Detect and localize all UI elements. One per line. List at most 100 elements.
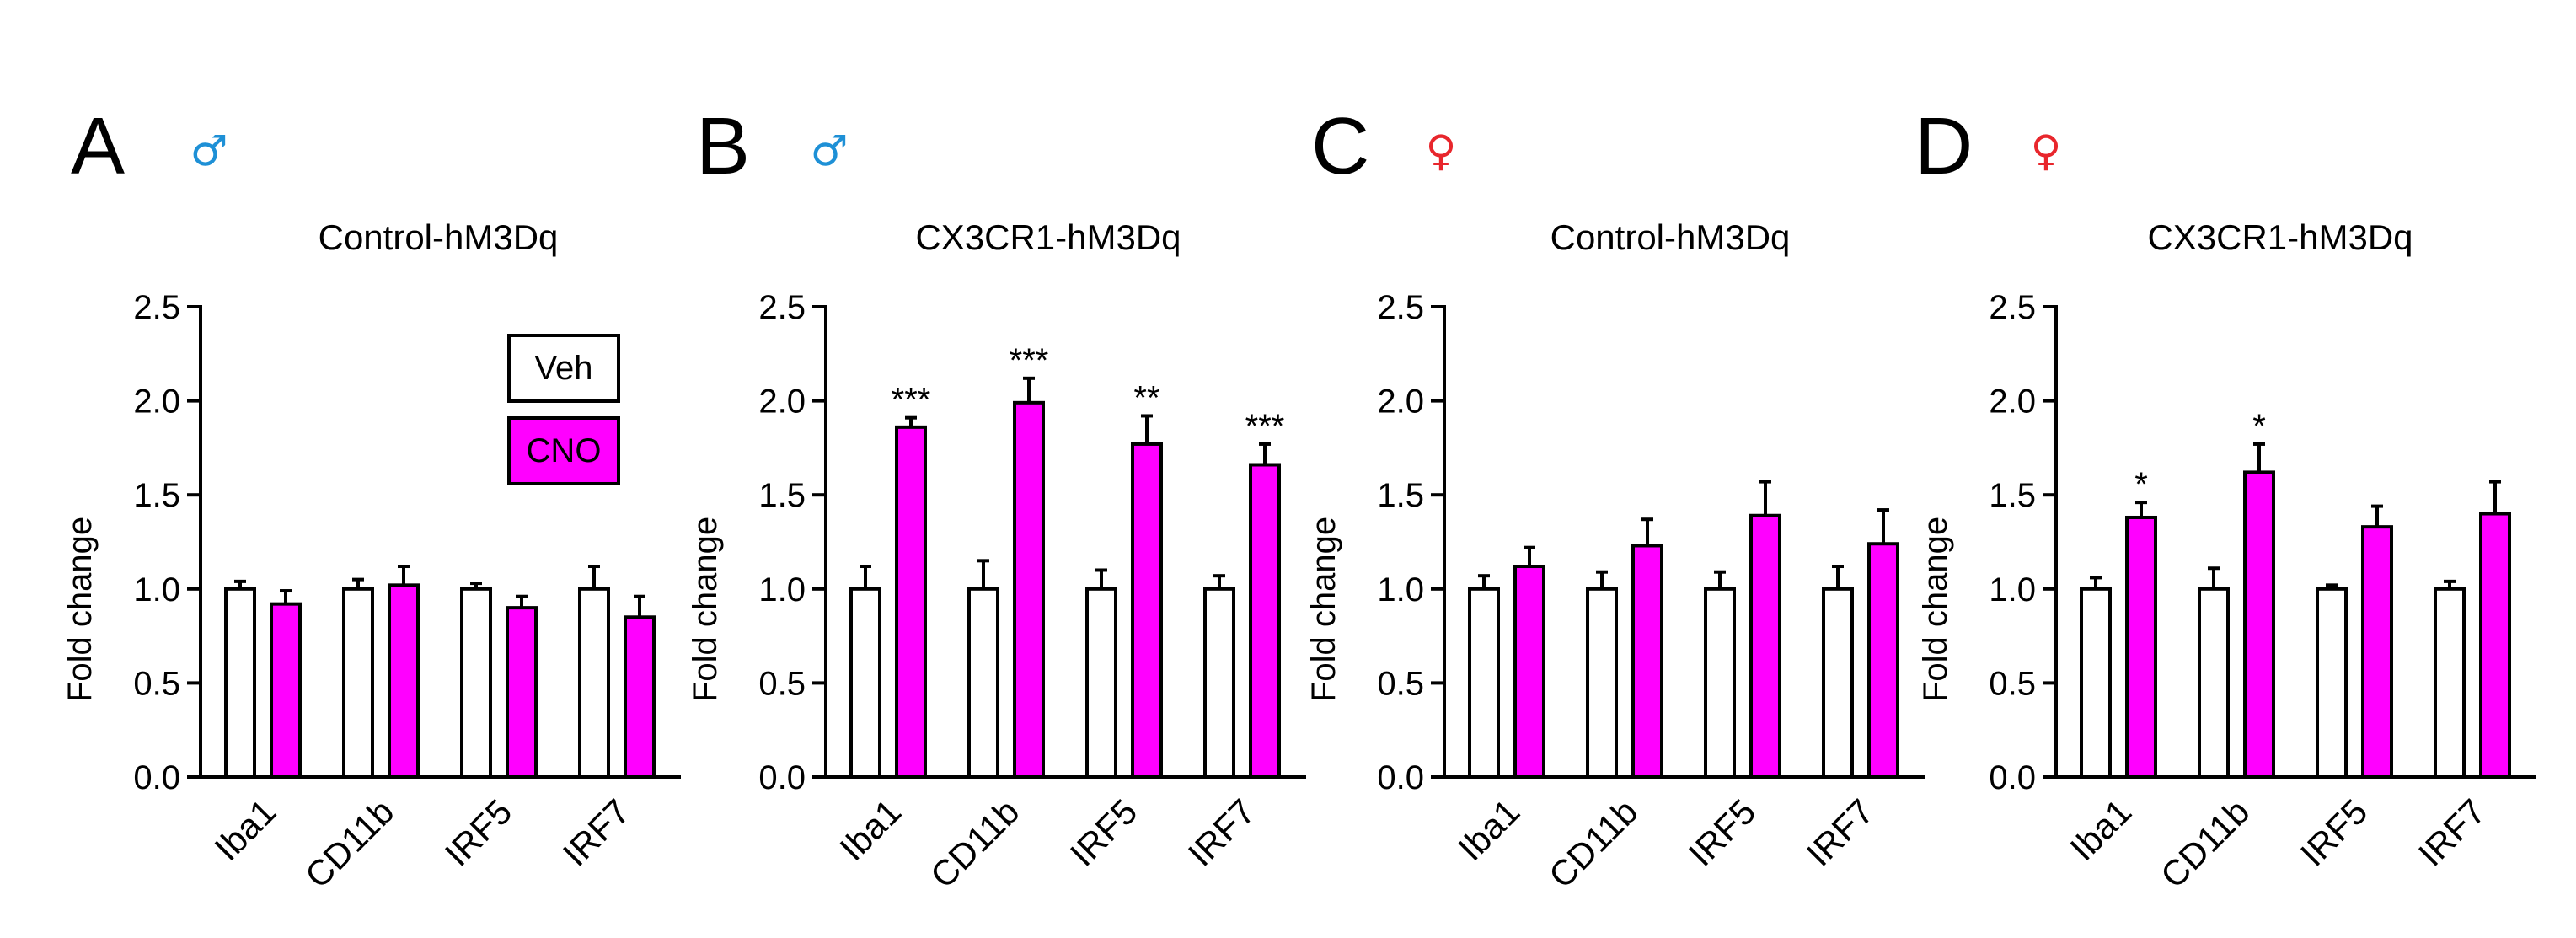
bar-veh — [2316, 587, 2348, 779]
legend-swatch-veh — [507, 334, 620, 403]
bar-veh — [967, 587, 999, 779]
significance-marker: * — [2252, 408, 2266, 445]
y-tick-label: 0.0 — [758, 759, 806, 796]
panel-title: Control-hM3Dq — [1550, 217, 1791, 257]
y-tick-label: 2.0 — [758, 383, 806, 421]
x-category-label: CD11b — [923, 791, 1026, 895]
bar-cno — [2125, 515, 2157, 779]
bar-veh — [2080, 587, 2112, 779]
bar-cno — [1249, 463, 1281, 779]
y-tick-label: 0.0 — [133, 759, 180, 796]
panel-letter: D — [1915, 101, 1973, 191]
bar-veh — [224, 587, 256, 779]
y-tick-label: 1.0 — [133, 571, 180, 608]
x-category-label: IRF7 — [1799, 791, 1882, 874]
bar-veh — [2434, 587, 2466, 779]
bar-cno — [624, 615, 656, 780]
y-axis-label: Fold change — [1917, 517, 1954, 702]
x-category-label: Iba1 — [2062, 791, 2139, 868]
bar-veh — [1468, 587, 1500, 779]
bar-cno — [2479, 512, 2511, 780]
y-tick-label: 0.0 — [1989, 759, 2036, 796]
x-category-label: IRF7 — [555, 791, 638, 874]
y-axis-label: Fold change — [62, 517, 99, 702]
bar-veh — [1822, 587, 1854, 779]
y-tick-label: 1.0 — [758, 571, 806, 608]
bar-veh — [849, 587, 881, 779]
y-tick-label: 2.5 — [1377, 289, 1424, 326]
bar-cno — [1867, 542, 1899, 779]
y-tick-label: 2.0 — [133, 383, 180, 421]
y-tick-label: 2.5 — [758, 289, 806, 326]
y-tick-label: 1.0 — [1989, 571, 2036, 608]
significance-marker: ** — [1133, 379, 1159, 416]
panel-a: A ♂ Control-hM3Dq 0.0 0.5 1.0 1.5 2.0 2.5 Fold ch… — [62, 101, 681, 896]
bar-cno — [895, 425, 927, 779]
x-category-label: IRF5 — [437, 791, 520, 874]
y-tick-label: 1.5 — [133, 477, 180, 514]
y-tick-label: 0.5 — [758, 665, 806, 702]
bar-veh — [342, 587, 374, 779]
bar-cno — [270, 602, 302, 779]
bar-cno — [2243, 470, 2275, 780]
x-category-label: IRF7 — [2411, 791, 2493, 874]
y-tick-label: 2.5 — [1989, 289, 2036, 326]
y-tick-label: 0.5 — [133, 665, 180, 702]
panel-letter: A — [71, 101, 125, 191]
x-category-label: CD11b — [1541, 791, 1645, 895]
bar-veh — [578, 587, 610, 779]
y-axis-label: Fold change — [1305, 517, 1342, 702]
legend-label: CNO — [527, 432, 602, 469]
significance-marker: *** — [1245, 408, 1285, 445]
panel-letter: B — [696, 101, 750, 191]
y-tick-label: 1.5 — [758, 477, 806, 514]
panel-title: Control-hM3Dq — [319, 217, 559, 257]
panel-c: C ♀ Control-hM3Dq 0.0 0.5 1.0 1.5 2.0 2.5 Fold ch… — [1305, 101, 1925, 896]
bar-veh — [460, 587, 492, 779]
significance-marker: *** — [892, 382, 931, 419]
bar-cno — [506, 606, 538, 779]
x-category-label: IRF5 — [1063, 791, 1145, 874]
x-category-label: IRF7 — [1181, 791, 1263, 874]
y-tick-label: 1.5 — [1377, 477, 1424, 514]
bar-cno — [1513, 565, 1545, 779]
sex-symbol: ♂ — [811, 126, 849, 175]
y-tick-label: 1.0 — [1377, 571, 1424, 608]
x-category-label: IRF5 — [1681, 791, 1764, 874]
bar-cno — [1631, 544, 1663, 779]
bar-veh — [1704, 587, 1736, 779]
x-category-label: IRF5 — [2293, 791, 2375, 874]
x-category-label: Iba1 — [206, 791, 283, 868]
bar-veh — [1586, 587, 1618, 779]
panel-b: B ♂ CX3CR1-hM3Dq 0.0 0.5 1.0 1.5 2.0 2.5 Fold cha… — [687, 101, 1306, 896]
y-tick-label: 0.5 — [1989, 665, 2036, 702]
significance-marker: *** — [1010, 342, 1049, 379]
sex-symbol: ♂ — [190, 126, 228, 175]
y-tick-label: 1.5 — [1989, 477, 2036, 514]
panel-title: CX3CR1-hM3Dq — [915, 217, 1181, 257]
legend-label: Veh — [535, 350, 593, 387]
bar-cno — [1131, 442, 1163, 779]
y-axis-label: Fold change — [687, 517, 724, 702]
y-tick-label: 2.0 — [1989, 383, 2036, 421]
bar-cno — [1749, 513, 1781, 779]
y-tick-label: 2.5 — [133, 289, 180, 326]
x-category-label: CD11b — [297, 791, 401, 895]
bar-veh — [1085, 587, 1117, 779]
y-tick-label: 0.5 — [1377, 665, 1424, 702]
y-tick-label: 2.0 — [1377, 383, 1424, 421]
significance-marker: * — [2134, 466, 2148, 503]
bar-cno — [2361, 525, 2393, 779]
y-tick-label: 0.0 — [1377, 759, 1424, 796]
x-category-label: Iba1 — [832, 791, 908, 868]
panel-d: D ♀ CX3CR1-hM3Dq 0.0 0.5 1.0 1.5 2.0 2.5 Fold cha… — [1915, 101, 2536, 896]
bar-cno — [388, 583, 420, 779]
panel-letter: C — [1311, 101, 1369, 191]
legend: Veh CNO — [507, 334, 620, 485]
panel-title: CX3CR1-hM3Dq — [2147, 217, 2413, 257]
legend-swatch-cno — [507, 416, 620, 485]
sex-symbol: ♀ — [1426, 126, 1457, 175]
bar-veh — [2198, 587, 2230, 779]
bar-veh — [1203, 587, 1235, 779]
